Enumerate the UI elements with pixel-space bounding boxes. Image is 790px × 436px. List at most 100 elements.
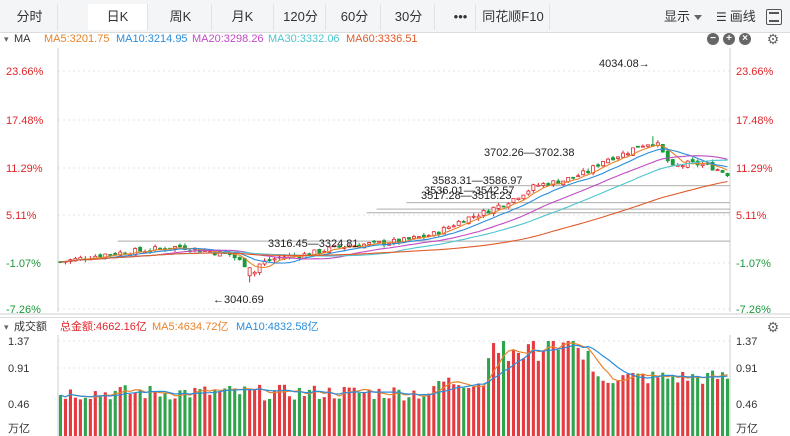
volume-ma5-line bbox=[60, 342, 728, 398]
candle-body bbox=[352, 245, 357, 248]
candle-body bbox=[382, 240, 386, 246]
display-menu-button[interactable]: 显示 bbox=[664, 4, 703, 30]
candle-body bbox=[222, 252, 227, 255]
volume-bar bbox=[143, 398, 147, 436]
volume-bar bbox=[327, 387, 331, 436]
tab-intraday[interactable]: 分时 bbox=[2, 4, 58, 30]
window-layout-icon[interactable] bbox=[766, 9, 782, 25]
volume-bar bbox=[601, 380, 605, 436]
plus-icon[interactable]: + bbox=[723, 33, 735, 45]
candle-body bbox=[456, 220, 461, 226]
volume-bar bbox=[616, 380, 620, 436]
candle-body bbox=[357, 244, 362, 248]
volume-bar bbox=[561, 342, 565, 436]
candle-body bbox=[402, 237, 406, 243]
candle-body bbox=[327, 246, 332, 253]
collapse-caret-icon[interactable]: ▾ bbox=[4, 322, 9, 332]
candle-body bbox=[411, 235, 416, 239]
total-amount-value: 总金额:4662.16亿 bbox=[60, 321, 147, 333]
volume-bar bbox=[432, 386, 436, 436]
volume-bar bbox=[88, 398, 92, 436]
tab-60min[interactable]: 60分 bbox=[329, 4, 381, 30]
tab-daily-k[interactable]: 日K bbox=[88, 4, 148, 30]
candle-body bbox=[362, 243, 367, 249]
collapse-caret-icon[interactable]: ▾ bbox=[4, 34, 9, 44]
candle-body bbox=[118, 251, 123, 256]
candle-body bbox=[197, 249, 202, 253]
candle-body bbox=[187, 250, 192, 253]
candle-body bbox=[451, 225, 456, 228]
close-icon[interactable]: × bbox=[739, 33, 751, 45]
candle-body bbox=[680, 165, 685, 168]
candle-body bbox=[626, 153, 630, 156]
indicator-name[interactable]: MA bbox=[14, 33, 31, 45]
candle-body bbox=[133, 248, 138, 256]
candle-body bbox=[601, 161, 606, 167]
volume-bar bbox=[392, 387, 396, 436]
ma30-line bbox=[60, 159, 728, 263]
volume-bar bbox=[631, 373, 635, 436]
volume-bar bbox=[123, 385, 127, 436]
volume-panel-title[interactable]: 成交额 bbox=[14, 321, 47, 333]
candle-body bbox=[148, 250, 153, 253]
volume-bar bbox=[213, 389, 217, 436]
volume-bar bbox=[666, 378, 670, 436]
volume-bar bbox=[711, 370, 715, 436]
candle-body bbox=[481, 209, 486, 216]
volume-bar bbox=[317, 398, 321, 436]
candle-body bbox=[506, 203, 511, 208]
tab-weekly-k[interactable]: 周K bbox=[150, 4, 212, 30]
candle-body bbox=[237, 256, 242, 261]
candle-body bbox=[202, 250, 207, 252]
volume-bar bbox=[93, 391, 97, 436]
main-settings-gear-icon[interactable]: ⚙ bbox=[766, 31, 780, 47]
volume-bar bbox=[347, 387, 351, 436]
price-annotation: ←3040.69 bbox=[213, 294, 264, 306]
volume-bar bbox=[541, 350, 545, 436]
price-tick-right: -7.26% bbox=[736, 304, 771, 316]
period-toolbar: 分时 日K 周K 月K 120分 60分 30分 ••• 同花顺F10 显示 ☰… bbox=[0, 0, 790, 33]
volume-bar bbox=[482, 385, 486, 436]
volume-bar bbox=[447, 377, 451, 436]
volume-bar bbox=[133, 392, 137, 436]
tab-f10[interactable]: 同花顺F10 bbox=[477, 4, 550, 30]
candle-body bbox=[635, 145, 640, 148]
volume-bar bbox=[477, 383, 481, 436]
volume-bar bbox=[233, 388, 237, 436]
candle-body bbox=[163, 248, 167, 251]
tab-30min[interactable]: 30分 bbox=[383, 4, 435, 30]
volume-bar bbox=[691, 374, 695, 436]
candle-body bbox=[262, 260, 267, 265]
volume-bar bbox=[68, 389, 72, 436]
price-tick-left: 11.29% bbox=[6, 163, 43, 175]
volume-bar bbox=[337, 398, 341, 436]
candle-body bbox=[123, 252, 128, 255]
candle-body bbox=[292, 254, 297, 257]
volume-bar bbox=[302, 396, 306, 436]
volume-settings-gear-icon[interactable]: ⚙ bbox=[766, 319, 780, 335]
volume-bar bbox=[342, 386, 346, 436]
volume-bar bbox=[292, 399, 296, 436]
price-annotation: 3583.31—3586.97 bbox=[432, 175, 523, 187]
volume-bar bbox=[706, 372, 710, 436]
volume-bar bbox=[551, 341, 555, 436]
candle-body bbox=[322, 250, 327, 253]
candle-body bbox=[536, 184, 541, 187]
volume-bar bbox=[277, 384, 282, 436]
volume-bar bbox=[73, 397, 77, 436]
volume-tick-right: 0.46 bbox=[736, 399, 757, 411]
tab-monthly-k[interactable]: 月K bbox=[212, 4, 274, 30]
price-tick-right: 11.29% bbox=[736, 163, 773, 175]
volume-bar bbox=[646, 383, 650, 436]
volume-ma5-value: MA5:4634.72亿 bbox=[152, 321, 229, 333]
more-periods-button[interactable]: ••• bbox=[446, 4, 476, 30]
tab-120min[interactable]: 120分 bbox=[276, 4, 326, 30]
candle-body bbox=[377, 240, 382, 243]
minus-icon[interactable]: − bbox=[707, 33, 719, 45]
ma30-value: MA30:3332.06 bbox=[268, 33, 340, 45]
draw-line-button[interactable]: ☰ 画线 bbox=[716, 4, 756, 30]
volume-bar bbox=[487, 358, 491, 436]
volume-bar bbox=[571, 341, 575, 436]
candle-body bbox=[416, 236, 421, 238]
